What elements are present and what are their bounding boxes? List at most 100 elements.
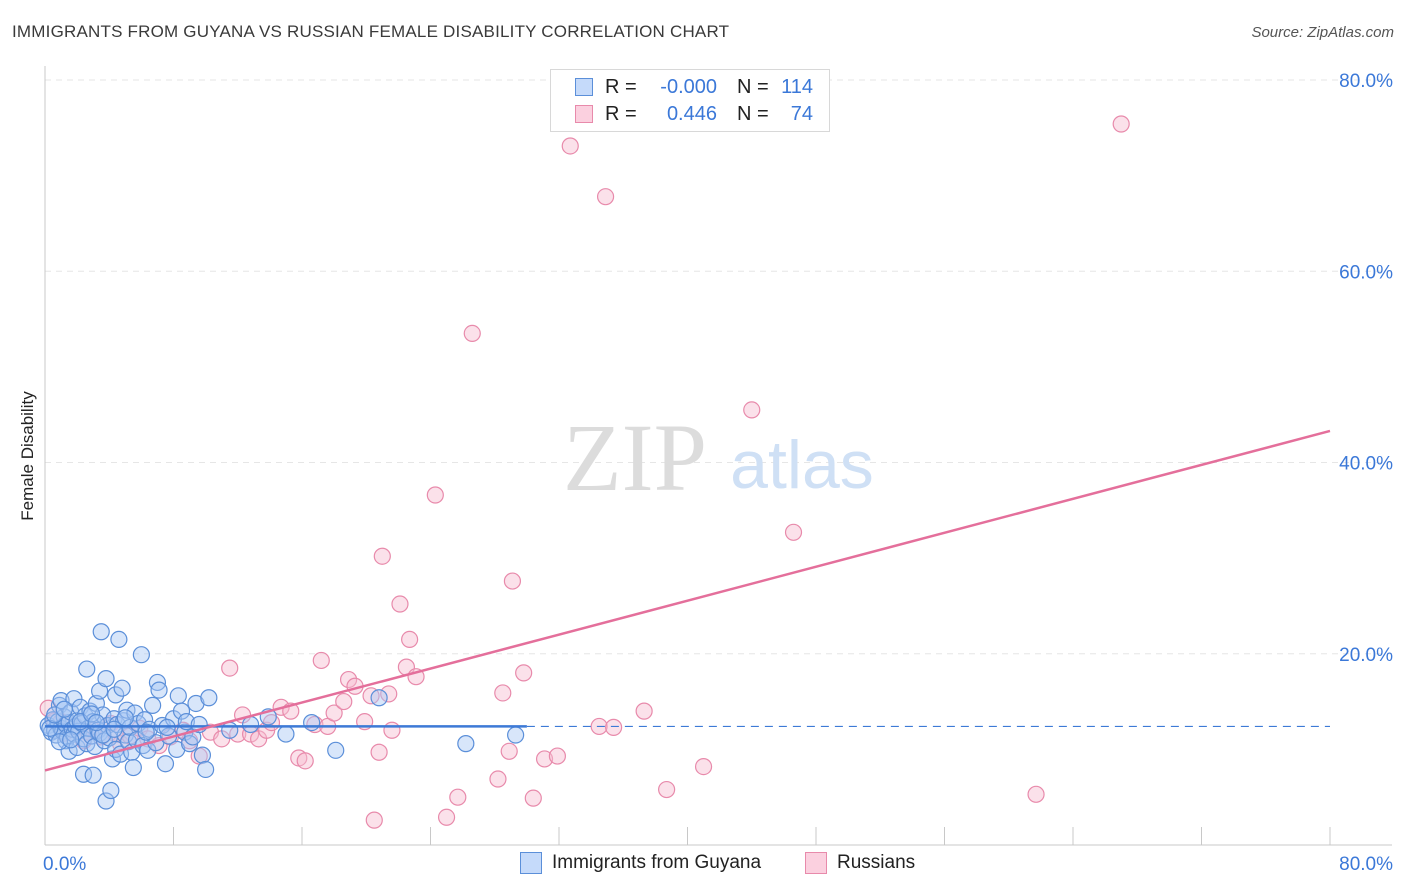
russians-point <box>401 630 419 649</box>
guyana-point <box>197 760 215 779</box>
guyana-point <box>62 731 80 749</box>
russians-point <box>463 324 481 343</box>
grid-lines <box>45 79 1392 655</box>
russians-point <box>391 595 409 613</box>
legend-r-value: 0.446 <box>666 102 717 125</box>
guyana-point <box>169 687 187 705</box>
legend-r-label: R = <box>605 102 637 125</box>
guyana-point <box>457 735 475 753</box>
russians-legend-swatch <box>805 852 827 874</box>
guyana-point <box>137 723 155 741</box>
russians-point <box>743 401 761 419</box>
russians-point <box>694 757 713 776</box>
y-tick-label: 60.0% <box>1339 262 1393 283</box>
russians-point <box>596 188 615 206</box>
russians-point <box>494 684 512 702</box>
russians-point <box>1112 115 1130 133</box>
russians-point <box>503 572 522 590</box>
russians-point <box>325 704 343 722</box>
guyana-point <box>87 713 106 732</box>
guyana-point <box>200 689 218 707</box>
russians-point <box>658 780 676 799</box>
series-legend: Immigrants from Guyana Russians <box>0 852 1406 876</box>
legend-item-russians[interactable]: Russians <box>805 852 915 874</box>
guyana-point <box>303 713 321 732</box>
guyana-point <box>113 679 131 697</box>
guyana-point <box>116 709 134 727</box>
source-label: Source: ZipAtlas.com <box>1251 24 1394 41</box>
russians-point <box>515 664 533 682</box>
russians-point <box>561 137 579 155</box>
russians-point <box>500 742 518 760</box>
trend-lines <box>44 429 1331 772</box>
legend-item-guyana[interactable]: Immigrants from Guyana <box>520 852 761 874</box>
russians-swatch <box>575 105 593 123</box>
guyana-point <box>97 792 115 810</box>
guyana-point <box>110 630 128 649</box>
chart-title: IMMIGRANTS FROM GUYANA VS RUSSIAN FEMALE… <box>12 22 730 41</box>
guyana-point <box>144 696 162 714</box>
y-tick-label: 20.0% <box>1339 645 1393 666</box>
russians-point <box>437 808 456 826</box>
russians-point <box>535 750 554 768</box>
guyana-point <box>172 702 191 720</box>
legend-label-russians: Russians <box>837 852 916 873</box>
guyana-point <box>82 705 101 723</box>
guyana-point <box>107 686 125 704</box>
tick-labels: 80.0% 60.0% 40.0% 20.0% 0.0% 80.0% <box>43 71 1393 875</box>
guyana-point <box>156 755 175 773</box>
guyana-legend-swatch <box>520 852 542 874</box>
legend-n-label: N = <box>737 102 769 125</box>
guyana-point <box>84 766 102 784</box>
russians-point <box>784 523 803 541</box>
russians-point <box>370 743 388 761</box>
guyana-point <box>97 670 115 688</box>
guyana-point <box>41 719 59 737</box>
guyana-point <box>124 758 142 777</box>
russians-point <box>380 685 398 703</box>
guyana-point <box>92 623 110 641</box>
guyana-point <box>150 681 168 699</box>
russians-point <box>373 547 391 565</box>
guyana-point <box>46 706 64 724</box>
legend-n-value: 74 <box>790 102 813 125</box>
legend-r-value: -0.000 <box>660 75 717 98</box>
guyana-point <box>327 741 345 759</box>
legend-row-russians: R = 0.446 N = 74 <box>575 102 813 126</box>
russians-point <box>296 752 314 770</box>
legend-n-label: N = <box>737 75 769 98</box>
russians-point <box>312 651 330 670</box>
russians-point <box>605 718 623 736</box>
x-tick-label-max: 80.0% <box>1339 854 1393 875</box>
guyana-point <box>102 781 120 800</box>
guyana-point <box>370 689 388 707</box>
russians-point <box>449 788 467 806</box>
legend-r-label: R = <box>605 75 637 98</box>
guyana-swatch <box>575 78 593 96</box>
guyana-point <box>277 725 295 743</box>
russians-point <box>335 692 353 711</box>
guyana-point <box>132 646 150 664</box>
russians-point <box>426 486 444 504</box>
russians-point <box>339 670 358 689</box>
guyana-point <box>135 711 154 729</box>
watermark: ZIP atlas <box>563 404 874 511</box>
guyana-point <box>242 715 260 734</box>
russians-trend-line <box>44 429 1331 772</box>
guyana-point <box>507 726 525 744</box>
y-tick-label: 40.0% <box>1339 454 1393 475</box>
russians-point <box>635 702 653 720</box>
correlation-legend: R = -0.000 N = 114 R = 0.446 N = 74 <box>550 69 830 132</box>
russians-point <box>548 747 566 765</box>
guyana-point <box>65 690 83 708</box>
russians-points <box>39 115 1130 829</box>
guyana-point <box>55 700 73 718</box>
y-tick-label: 80.0% <box>1339 71 1393 92</box>
legend-row-guyana: R = -0.000 N = 114 <box>575 75 813 99</box>
russians-point <box>1027 785 1045 803</box>
legend-n-value: 114 <box>781 75 813 98</box>
x-tick-label-min: 0.0% <box>43 854 86 875</box>
legend-label-guyana: Immigrants from Guyana <box>552 852 762 873</box>
guyana-point <box>193 746 212 764</box>
